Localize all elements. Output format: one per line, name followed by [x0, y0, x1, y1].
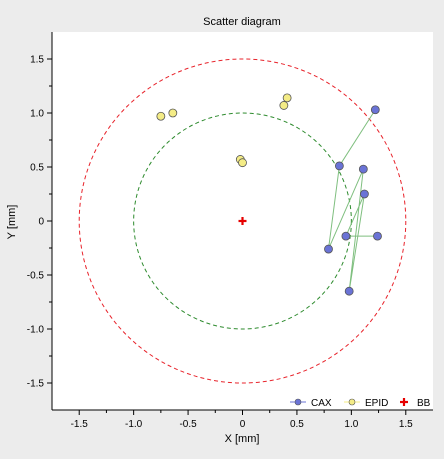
x-axis-label: X [mm] [225, 433, 260, 445]
x-tick-label: 1.5 [399, 419, 413, 430]
reference-circle-1 [78, 58, 407, 384]
epid-point [168, 108, 178, 118]
epid-point [156, 111, 166, 121]
y-axis-label: Y [mm] [6, 205, 18, 240]
x-tick-label: -1.5 [71, 419, 89, 430]
y-tick-label: 0 [38, 217, 44, 228]
cax-connecting-line [328, 109, 378, 292]
legend-item-bb: BB [400, 398, 431, 409]
bb-marker [238, 217, 247, 225]
legend-label-cax: CAX [311, 398, 332, 409]
legend-item-epid: EPID [344, 398, 388, 409]
ticks: -1.5 -1.0 -0.5 0 0.5 1.0 1.5 1.5 1.0 0.5 0 -0.5 -1.0… [27, 55, 413, 431]
legend-symbol-cax [294, 398, 302, 406]
y-tick-label: -0.5 [27, 271, 45, 282]
cax-point [358, 164, 368, 174]
legend-label-bb: BB [417, 398, 431, 409]
y-tick-label: 0.5 [30, 163, 44, 174]
x-tick-label: -0.5 [179, 419, 197, 430]
x-tick-label: 1.0 [344, 419, 358, 430]
reference-circle-2 [133, 112, 352, 330]
cax-point [360, 189, 369, 199]
cax-point [341, 231, 351, 241]
cax-point [324, 244, 333, 254]
cax-point [370, 105, 380, 115]
legend-label-epid: EPID [365, 398, 388, 409]
reference-circles [78, 58, 407, 384]
y-tick-label: -1.0 [27, 325, 45, 336]
epid-point [282, 93, 292, 103]
y-tick-label: -1.5 [27, 379, 45, 390]
chart-title: Scatter diagram [203, 16, 281, 28]
legend-item-cax: CAX [290, 398, 332, 409]
legend: CAX EPID BB [290, 398, 431, 409]
y-tick-label: 1.0 [30, 109, 44, 120]
cax-path [328, 109, 378, 292]
y-tick-label: 1.5 [30, 55, 44, 66]
epid-point [279, 101, 289, 110]
cax-point [373, 231, 382, 241]
x-tick-label: -1.0 [125, 419, 143, 430]
cax-point [344, 286, 354, 296]
x-tick-label: 0.5 [290, 419, 304, 430]
cax-point [334, 161, 344, 171]
data-points [156, 93, 382, 296]
epid-point [238, 158, 247, 168]
legend-symbol-epid [348, 398, 356, 406]
x-tick-label: 0 [240, 419, 246, 430]
